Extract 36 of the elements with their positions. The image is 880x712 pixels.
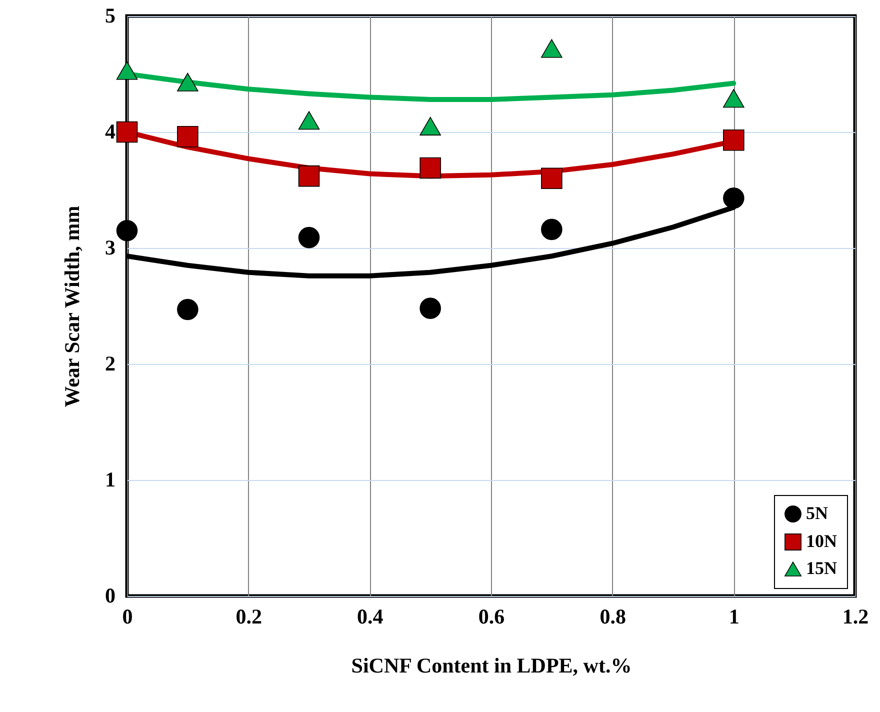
point: [541, 168, 562, 190]
legend-label: 10N: [806, 531, 837, 551]
point: [298, 111, 320, 130]
point: [541, 39, 562, 58]
point: [177, 72, 198, 92]
point: [177, 298, 198, 320]
y-tick-label: 3: [105, 236, 116, 260]
point: [177, 126, 198, 148]
point: [298, 226, 320, 248]
legend-label: 15N: [806, 558, 837, 578]
y-tick-label: 2: [105, 352, 116, 376]
x-tick-label: 0: [122, 604, 133, 628]
x-tick-label: 0.6: [478, 604, 505, 628]
x-tick-label: 0.4: [357, 604, 384, 628]
point: [298, 165, 320, 187]
legend-label: 5N: [806, 503, 828, 523]
point: [723, 89, 744, 108]
point: [420, 298, 441, 319]
point: [116, 61, 138, 80]
y-tick-label: 1: [105, 468, 116, 492]
y-axis-title: Wear Scar Width, mm: [60, 205, 84, 408]
point: [420, 157, 441, 179]
y-tick-label: 5: [105, 4, 116, 28]
point: [723, 187, 744, 209]
x-tick-label: 0.2: [236, 604, 262, 628]
point: [420, 116, 441, 136]
x-tick-label: 1.2: [842, 604, 869, 628]
x-tick-label: 0.8: [600, 604, 626, 628]
point: [116, 220, 138, 242]
point: [723, 129, 744, 151]
y-tick-label: 0: [105, 584, 116, 608]
point: [541, 218, 562, 240]
y-tick-label: 4: [105, 120, 116, 144]
x-axis-title: SiCNF Content in LDPE, wt.%: [351, 654, 632, 678]
x-tick-label: 1: [728, 604, 740, 628]
point: [116, 121, 138, 143]
